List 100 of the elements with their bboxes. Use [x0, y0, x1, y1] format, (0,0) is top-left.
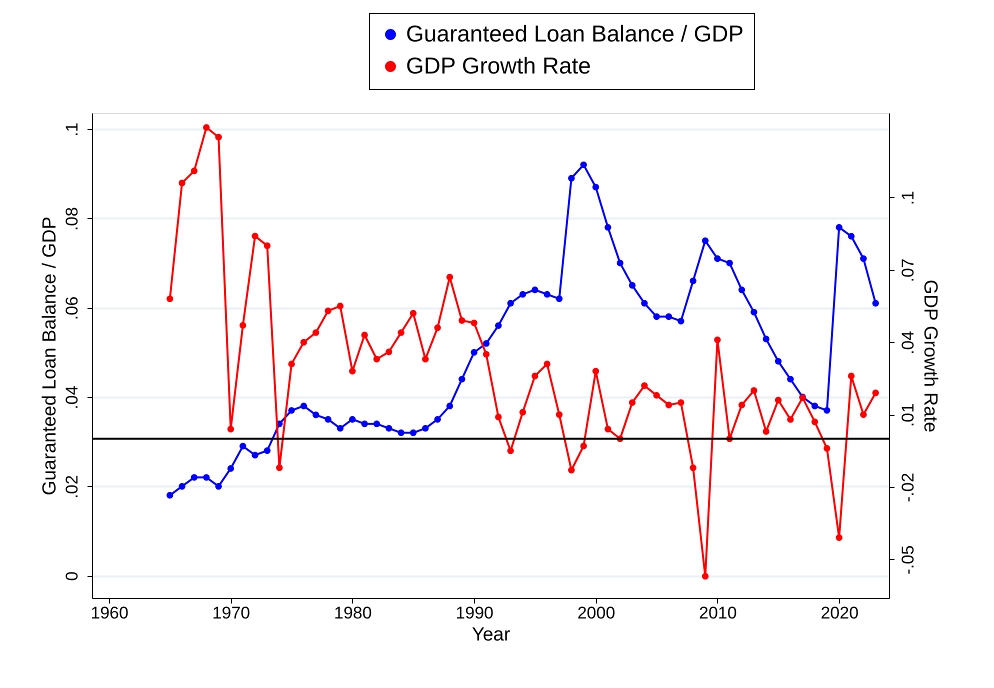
- point: [848, 372, 855, 380]
- point: [544, 290, 550, 298]
- point: [750, 387, 758, 394]
- point: [482, 350, 490, 358]
- point: [470, 320, 478, 326]
- point: [227, 465, 234, 472]
- point: [458, 317, 466, 324]
- point: [665, 402, 672, 408]
- y-axis-title: Guaranteed Loan Balance / GDP: [40, 216, 60, 496]
- y2-tick-label: .1: [898, 190, 918, 206]
- point: [398, 429, 404, 436]
- point: [592, 368, 600, 375]
- point: [519, 290, 526, 298]
- point: [702, 237, 709, 244]
- y-tick-label: .02: [62, 475, 82, 499]
- point: [203, 474, 210, 481]
- point: [482, 340, 490, 347]
- point: [568, 466, 575, 474]
- point: [349, 368, 356, 375]
- point: [252, 232, 258, 240]
- point: [227, 426, 234, 432]
- point: [240, 442, 246, 450]
- point: [774, 396, 782, 404]
- point: [653, 313, 660, 320]
- point: [702, 572, 709, 580]
- y2-tick-label: -.02: [898, 472, 918, 502]
- point: [215, 483, 222, 490]
- point: [787, 416, 794, 423]
- point: [422, 356, 429, 362]
- point: [288, 360, 295, 368]
- point: [824, 445, 830, 452]
- point: [252, 452, 258, 458]
- point: [604, 426, 612, 432]
- point: [458, 376, 466, 383]
- y-tick-label: .06: [62, 296, 82, 320]
- y2-tick-label: .01: [898, 403, 918, 427]
- x-tick-label: 1960: [90, 604, 128, 622]
- y-tick-label: .1: [62, 122, 82, 137]
- point: [641, 382, 648, 390]
- point: [556, 295, 563, 302]
- point: [386, 348, 392, 356]
- y-tick-label: .08: [62, 207, 82, 231]
- point: [240, 322, 246, 329]
- point: [714, 336, 721, 344]
- point: [678, 318, 684, 324]
- point: [446, 274, 454, 280]
- point: [762, 428, 770, 435]
- point: [349, 416, 356, 423]
- x-tick-label: 1990: [456, 604, 494, 622]
- point: [628, 282, 636, 289]
- point: [312, 412, 320, 418]
- point: [738, 286, 746, 294]
- point: [507, 447, 514, 454]
- point: [836, 534, 842, 542]
- point: [410, 310, 417, 317]
- point: [276, 464, 283, 472]
- point: [690, 278, 696, 284]
- point: [762, 336, 770, 342]
- point: [787, 376, 794, 383]
- point: [641, 300, 648, 307]
- point: [446, 402, 454, 410]
- legend-label: Guaranteed Loan Balance / GDP: [406, 20, 744, 46]
- point: [690, 464, 696, 472]
- point: [556, 411, 563, 418]
- point: [836, 224, 842, 231]
- point: [264, 447, 271, 454]
- point: [580, 442, 587, 450]
- point: [495, 322, 502, 329]
- point: [166, 492, 174, 499]
- point: [422, 424, 429, 432]
- y2-tick-label: .07: [898, 258, 918, 282]
- point: [386, 424, 392, 432]
- point: [300, 338, 308, 346]
- x-tick-label: 2010: [699, 604, 737, 622]
- point: [398, 329, 404, 336]
- point: [532, 372, 538, 380]
- point: [532, 286, 538, 294]
- point: [190, 474, 198, 481]
- point: [215, 134, 222, 140]
- y2-tick-label: .04: [898, 330, 918, 355]
- point: [203, 124, 210, 131]
- point: [519, 408, 526, 416]
- point: [324, 416, 332, 423]
- point: [738, 402, 746, 408]
- point: [495, 414, 502, 420]
- point: [434, 416, 441, 423]
- point: [166, 295, 174, 302]
- point: [324, 308, 332, 314]
- y-tick-label: .04: [62, 386, 82, 410]
- point: [616, 260, 624, 266]
- legend-label: GDP Growth Rate: [406, 52, 591, 78]
- point: [336, 424, 344, 432]
- point: [665, 313, 672, 320]
- point: [872, 300, 879, 307]
- point: [178, 180, 186, 186]
- point: [190, 168, 198, 174]
- point: [860, 411, 867, 418]
- point: [373, 420, 380, 428]
- point: [848, 232, 855, 240]
- point: [361, 420, 368, 428]
